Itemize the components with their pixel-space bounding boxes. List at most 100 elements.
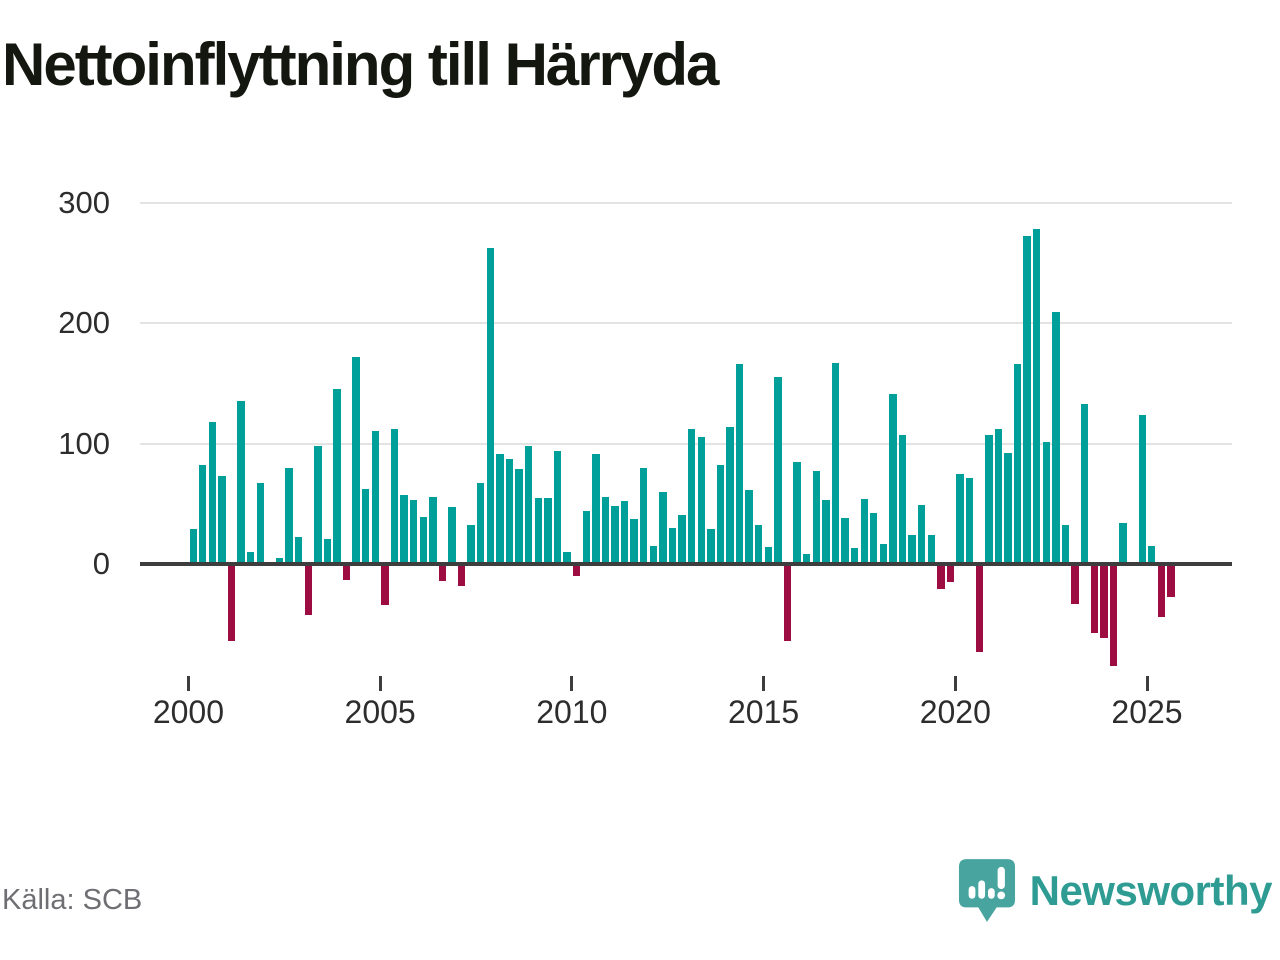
bar-2011Q2 [620,501,629,564]
x-tick-2000 [186,676,190,691]
bar-2025Q1 [1148,545,1156,564]
gridline-300 [140,201,1232,204]
bar-2022Q3 [1052,312,1060,564]
x-axis-label-2025: 2025 [1111,694,1183,730]
bar-2018Q2 [889,394,897,564]
bar-2014Q1 [726,426,734,564]
bar-2015Q4 [793,461,801,564]
bar-2007Q3 [477,483,485,564]
bar-2004Q4 [371,431,380,564]
bar-2016Q1 [803,554,811,564]
x-axis-label-2005: 2005 [344,694,416,730]
bar-2003Q4 [333,389,341,564]
bar-2023Q4 [1100,564,1108,638]
bar-2012Q4 [678,514,686,564]
bar-2025Q3 [1167,564,1175,597]
bar-2007Q1 [457,564,466,586]
x-axis-label-2015: 2015 [727,694,800,730]
x-tick-2020 [953,676,957,691]
bar-2004Q1 [342,564,351,580]
bar-2005Q2 [390,429,399,564]
bar-2008Q2 [505,459,514,564]
bar-2018Q1 [879,543,888,564]
bar-2019Q4 [946,564,955,583]
bar-2016Q4 [831,362,840,564]
x-axis-label-2000: 2000 [152,694,224,730]
bar-2010Q3 [592,454,600,564]
x-tick-2015 [762,676,766,691]
bar-2022Q2 [1042,442,1051,564]
bar-2000Q1 [189,529,197,564]
bar-2009Q2 [544,497,552,564]
newsworthy-wordmark: Newsworthy [1029,867,1273,914]
bar-2003Q1 [304,564,312,615]
bar-2001Q1 [227,564,236,642]
bar-2022Q1 [1033,229,1041,564]
gridline-200 [140,322,1232,324]
bar-2024Q2 [1119,523,1127,564]
bar-2013Q1 [687,429,696,564]
bar-2016Q3 [822,500,830,564]
newsworthy-logo: Newsworthy [958,858,1273,924]
x-tick-2025 [1145,676,1149,691]
bar-2021Q3 [1013,363,1022,564]
bar-2017Q3 [860,498,868,564]
bar-2012Q2 [659,491,667,564]
gridline-100 [140,442,1232,445]
bar-2023Q2 [1080,403,1089,564]
bar-2008Q3 [515,468,523,564]
bar-2020Q1 [956,473,964,564]
bar-2001Q3 [247,551,255,564]
x-tick-2005 [378,676,382,691]
bar-2004Q2 [352,356,360,564]
bar-2000Q3 [208,421,217,564]
bar-2014Q2 [735,363,744,564]
bar-2003Q2 [314,445,322,564]
bar-2022Q4 [1061,525,1070,564]
bar-2005Q1 [381,564,389,605]
bar-2010Q1 [572,564,581,577]
bar-2023Q1 [1071,564,1079,604]
bar-2012Q3 [668,527,677,564]
bar-2024Q1 [1109,564,1118,667]
bar-2013Q3 [707,529,715,564]
bar-2014Q3 [745,490,753,564]
bar-2011Q4 [640,467,648,564]
bar-2000Q4 [218,476,226,564]
bar-2015Q2 [774,377,782,564]
y-axis-label-300: 300 [58,184,110,220]
bar-2020Q3 [975,564,983,652]
bar-2008Q4 [525,445,533,564]
bar-2005Q3 [400,495,408,564]
bar-2017Q2 [850,548,859,564]
bar-2011Q3 [630,519,638,564]
bar-2002Q4 [294,537,303,564]
bar-2006Q1 [419,517,427,564]
bar-2009Q4 [563,551,571,564]
bar-2006Q4 [448,507,456,564]
bar-2006Q3 [438,564,447,581]
bar-2013Q2 [697,437,705,564]
bar-2002Q2 [275,557,284,564]
bar-2004Q3 [362,489,370,564]
x-axis-label-2020: 2020 [919,694,991,730]
bar-2018Q3 [898,435,907,564]
bar-2025Q2 [1157,564,1166,618]
bar-2014Q4 [755,525,763,564]
bar-2002Q3 [285,467,293,564]
newsworthy-icon [958,859,1015,922]
x-axis-line [140,562,1232,566]
x-axis-label-2010: 2010 [536,694,608,730]
chart-title: Nettoinflyttning till Härryda [2,31,719,98]
bar-2017Q4 [870,513,878,564]
bar-2024Q4 [1138,414,1146,564]
bar-2001Q4 [256,483,264,564]
bar-2012Q1 [649,545,658,564]
bar-2020Q4 [985,435,993,564]
bar-2018Q4 [908,535,916,564]
bar-2013Q4 [716,465,725,564]
bar-2011Q1 [611,506,619,564]
y-axis-label-200: 200 [58,305,110,340]
